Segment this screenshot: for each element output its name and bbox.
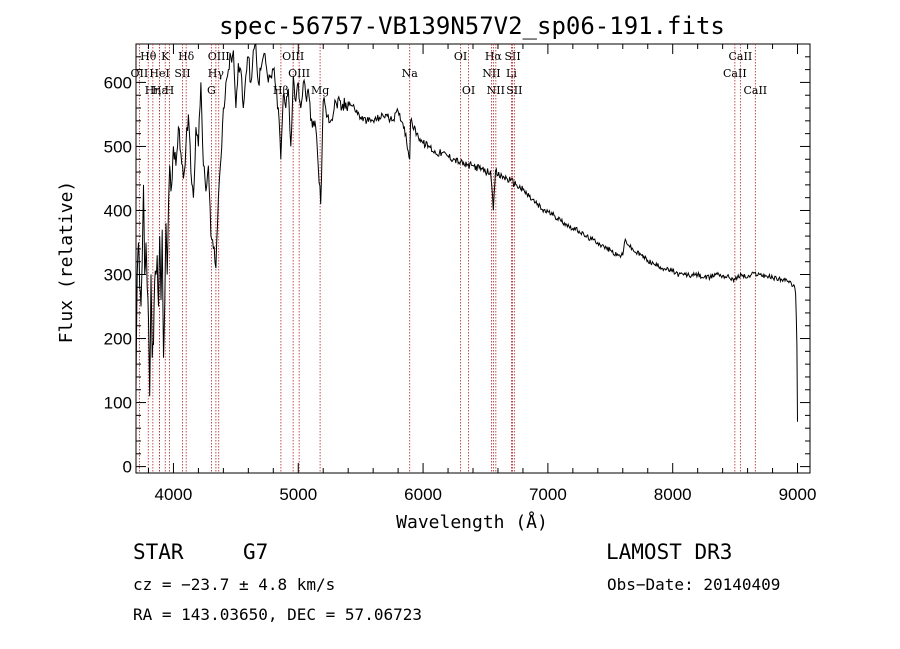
line-marker-label: Hγ <box>208 67 225 80</box>
line-marker-label: G <box>207 84 216 97</box>
x-tick-label: 6000 <box>404 485 442 504</box>
y-tick-label: 200 <box>104 330 132 349</box>
object-class: STAR <box>133 540 184 564</box>
line-marker-label: SII <box>506 84 522 97</box>
line-marker-label: H <box>165 84 175 97</box>
y-tick-label: 500 <box>104 137 132 156</box>
line-marker-label: HeI <box>149 67 169 80</box>
y-tick-label: 0 <box>123 458 132 477</box>
plot-frame <box>135 43 811 474</box>
line-marker-label: OI <box>462 84 475 97</box>
x-axis-label: Wavelength (Å) <box>396 511 548 533</box>
object-subclass: G7 <box>243 540 269 564</box>
y-tick-label: 300 <box>104 266 132 285</box>
axis-ticks: 4000 5000 6000 7000 8000 9000 0 100 200 300 400 500… <box>104 44 817 504</box>
y-axis-label: Flux (relative) <box>56 181 77 344</box>
y-tick-label: 600 <box>104 73 132 92</box>
line-marker-label: OI <box>454 50 467 63</box>
line-marker-label: Na <box>402 67 419 80</box>
line-marker-label: OIII <box>282 50 304 63</box>
x-tick-label: 8000 <box>654 485 692 504</box>
survey-name: LAMOST DR3 <box>606 540 733 564</box>
line-marker-label: OIII <box>208 50 230 63</box>
line-marker-label: NII <box>482 67 500 80</box>
y-tick-label: 100 <box>104 394 132 413</box>
line-marker-label: Hθ <box>140 50 157 63</box>
x-tick-label: 5000 <box>279 485 317 504</box>
redshift-value: cz = −23.7 ± 4.8 km/s <box>133 575 336 594</box>
line-marker-label: CaII <box>743 84 767 97</box>
line-marker-label: OIII <box>288 67 310 80</box>
line-marker-label: NII <box>487 84 505 97</box>
line-marker-label: SII <box>504 50 520 63</box>
line-marker-label: Li <box>506 67 517 80</box>
spectrum-line <box>135 43 798 422</box>
line-marker-label: OII <box>131 67 149 80</box>
line-marker-label: Mg <box>311 84 329 97</box>
line-marker-label: CaII <box>723 67 747 80</box>
x-tick-label: 4000 <box>155 485 193 504</box>
line-marker-label: Hδ <box>178 50 195 63</box>
chart-title: spec-56757-VB139N57V2_sp06-191.fits <box>219 12 725 40</box>
coordinates: RA = 143.03650, DEC = 57.06723 <box>133 605 422 624</box>
line-marker-label: Hη <box>145 84 161 97</box>
line-marker-label: K <box>161 50 170 63</box>
line-marker-label: CaII <box>729 50 753 63</box>
x-tick-label: 7000 <box>529 485 567 504</box>
x-tick-label: 9000 <box>779 485 817 504</box>
obs-date: Obs−Date: 20140409 <box>607 575 781 594</box>
line-marker-label: Hα <box>485 50 503 63</box>
y-tick-label: 400 <box>104 201 132 220</box>
line-marker-label: SII <box>174 67 190 80</box>
